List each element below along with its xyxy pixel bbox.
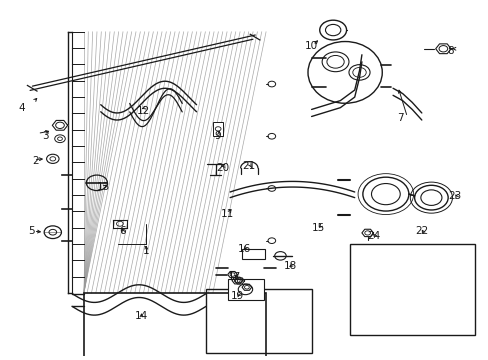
Bar bbox=[213, 122, 223, 136]
Polygon shape bbox=[435, 44, 450, 54]
Circle shape bbox=[319, 20, 346, 40]
Text: 3: 3 bbox=[42, 131, 49, 141]
Bar bbox=[242, 249, 264, 260]
Text: 21: 21 bbox=[242, 161, 255, 171]
Text: 10: 10 bbox=[305, 41, 318, 51]
Text: 12: 12 bbox=[137, 106, 150, 116]
Ellipse shape bbox=[307, 41, 382, 103]
Polygon shape bbox=[232, 277, 242, 284]
Text: 18: 18 bbox=[283, 261, 296, 271]
Text: 6: 6 bbox=[119, 226, 125, 236]
Polygon shape bbox=[242, 284, 251, 290]
Text: 11: 11 bbox=[221, 208, 234, 219]
Text: 23: 23 bbox=[448, 191, 461, 201]
Text: 8: 8 bbox=[447, 46, 453, 56]
Text: 9: 9 bbox=[214, 131, 221, 141]
Bar bbox=[206, 289, 311, 353]
Text: 7: 7 bbox=[396, 113, 403, 123]
Polygon shape bbox=[234, 278, 244, 284]
Polygon shape bbox=[52, 121, 67, 130]
Polygon shape bbox=[227, 271, 237, 278]
Text: 13: 13 bbox=[96, 182, 109, 192]
Bar bbox=[227, 279, 263, 300]
Text: 14: 14 bbox=[135, 311, 148, 321]
Text: 22: 22 bbox=[414, 226, 427, 236]
Bar bbox=[84, 293, 265, 360]
Text: 5: 5 bbox=[28, 226, 35, 236]
Text: 15: 15 bbox=[311, 222, 325, 233]
Text: 19: 19 bbox=[230, 292, 244, 301]
Text: 20: 20 bbox=[216, 163, 229, 173]
Text: 4: 4 bbox=[19, 103, 25, 113]
Text: 2: 2 bbox=[33, 156, 39, 166]
Text: 16: 16 bbox=[237, 244, 251, 254]
Text: 1: 1 bbox=[142, 246, 149, 256]
Text: 24: 24 bbox=[366, 231, 380, 242]
Polygon shape bbox=[361, 229, 373, 237]
Text: 17: 17 bbox=[228, 272, 241, 282]
Bar bbox=[349, 243, 473, 335]
